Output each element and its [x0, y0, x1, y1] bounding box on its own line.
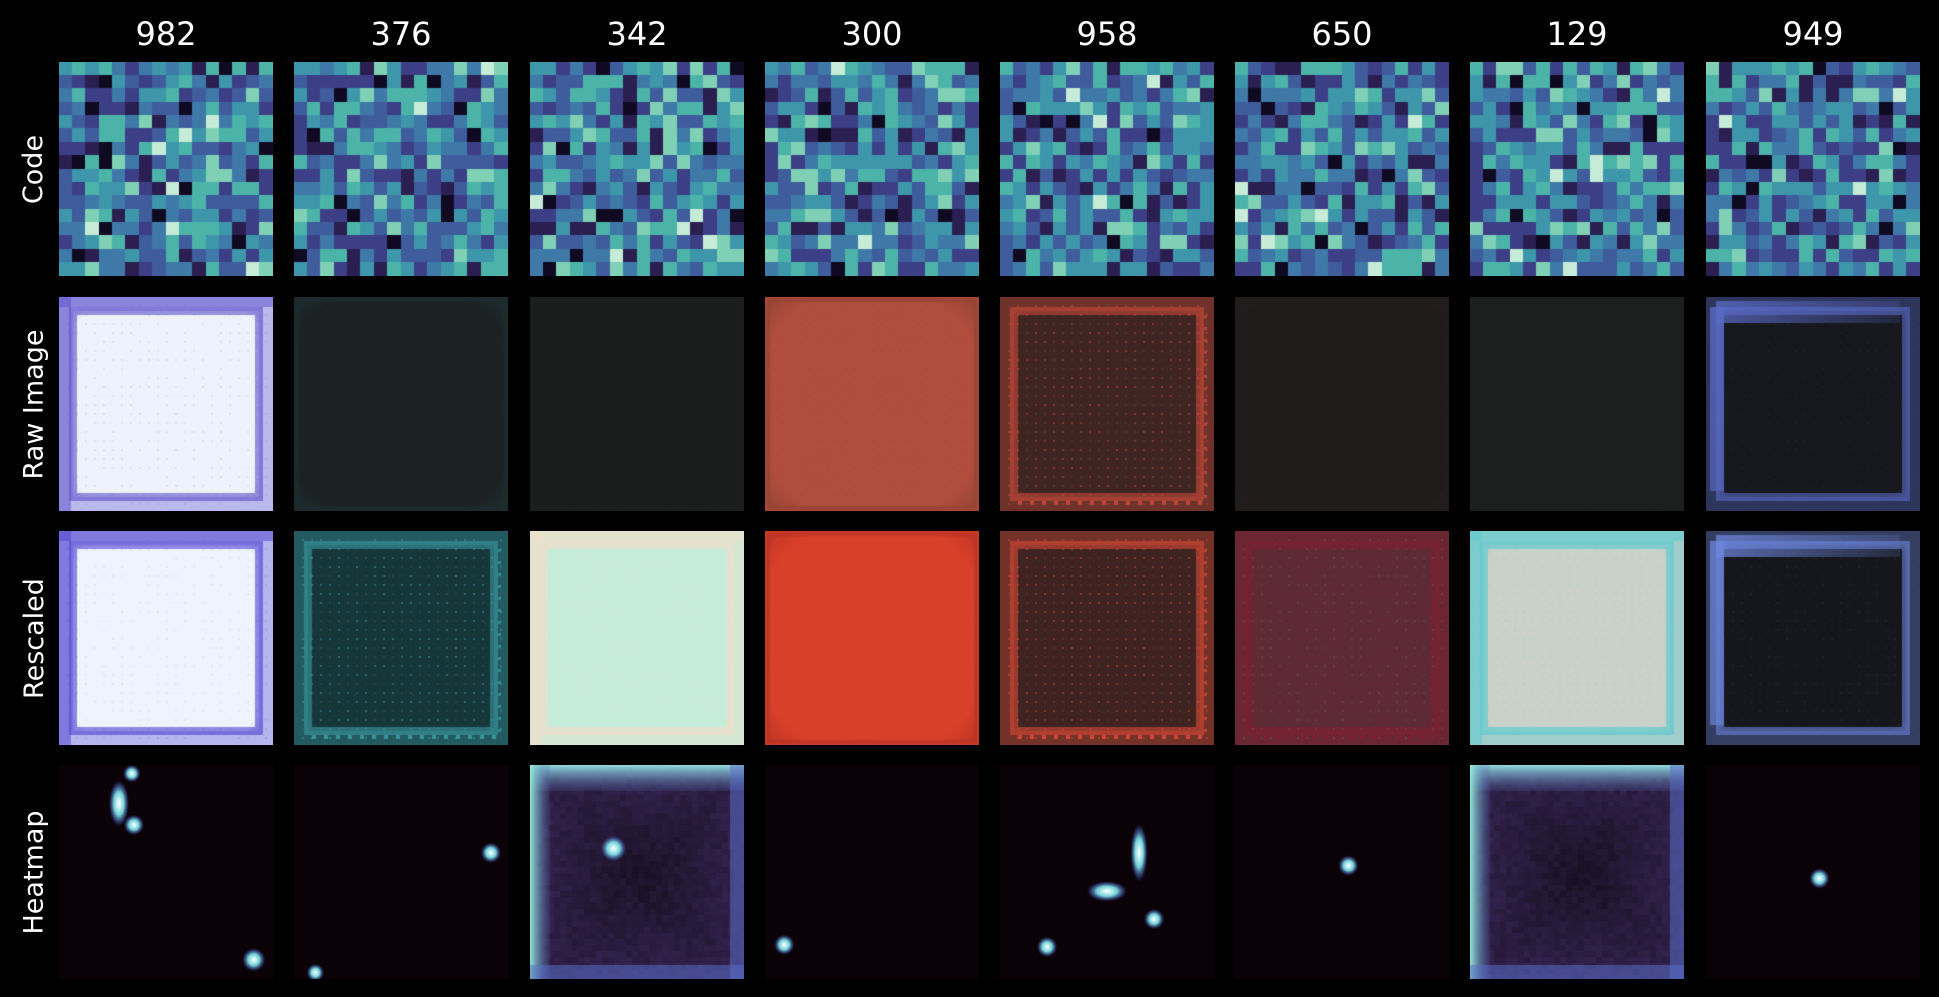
panel-raw-image [1470, 297, 1684, 511]
panel-code [294, 62, 508, 276]
row-label-text: Rescaled [18, 577, 50, 699]
panel-code [1470, 62, 1684, 276]
panel-heatmap [530, 765, 744, 979]
row-label-code: Code [14, 62, 54, 276]
panel-code [530, 62, 744, 276]
panel-raw-image [1235, 297, 1449, 511]
panel-rescaled [530, 531, 744, 745]
column-label: 376 [370, 15, 432, 53]
column-label: 300 [841, 15, 903, 53]
panel-raw-image [530, 297, 744, 511]
column-label: 949 [1782, 15, 1844, 53]
panel-code [1235, 62, 1449, 276]
panel-heatmap [1706, 765, 1920, 979]
panel-raw-image [59, 297, 273, 511]
panel-rescaled [1235, 531, 1449, 745]
panel-rescaled [294, 531, 508, 745]
row-label-text: Code [18, 134, 50, 204]
column-label: 342 [606, 15, 668, 53]
panel-code [59, 62, 273, 276]
column-label: 982 [135, 15, 197, 53]
panel-rescaled [59, 531, 273, 745]
panel-code [1706, 62, 1920, 276]
panel-heatmap [1470, 765, 1684, 979]
panel-code [1000, 62, 1214, 276]
row-label-text: Heatmap [18, 809, 50, 935]
panel-rescaled [765, 531, 979, 745]
panel-raw-image [294, 297, 508, 511]
panel-rescaled [1470, 531, 1684, 745]
row-label-text: Raw Image [18, 329, 50, 479]
row-label-heatmap: Heatmap [14, 765, 54, 979]
panel-heatmap [1235, 765, 1449, 979]
column-label: 650 [1311, 15, 1373, 53]
panel-raw-image [765, 297, 979, 511]
panel-raw-image [1000, 297, 1214, 511]
panel-heatmap [1000, 765, 1214, 979]
panel-code [765, 62, 979, 276]
column-label: 129 [1546, 15, 1608, 53]
panel-raw-image [1706, 297, 1920, 511]
column-label: 958 [1076, 15, 1138, 53]
panel-heatmap [59, 765, 273, 979]
panel-rescaled [1706, 531, 1920, 745]
row-label-raw-image: Raw Image [14, 297, 54, 511]
panel-heatmap [294, 765, 508, 979]
panel-heatmap [765, 765, 979, 979]
panel-rescaled [1000, 531, 1214, 745]
row-label-rescaled: Rescaled [14, 531, 54, 745]
